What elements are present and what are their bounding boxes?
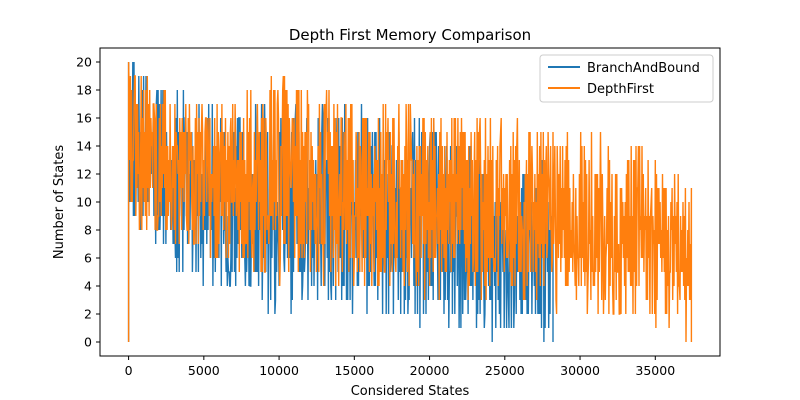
y-axis-label: Number of States bbox=[52, 145, 67, 259]
y-tick-label: 4 bbox=[84, 279, 92, 294]
x-tick-label: 30000 bbox=[560, 363, 600, 378]
legend-label-depthfirst: DepthFirst bbox=[587, 82, 654, 97]
y-axis: 0 2 4 6 8 10 12 14 16 18 20 bbox=[76, 55, 100, 350]
x-axis-label: Considered States bbox=[351, 384, 470, 399]
legend-label-branchandbound: BranchAndBound bbox=[587, 61, 700, 76]
y-tick-label: 8 bbox=[84, 223, 92, 238]
x-tick-label: 20000 bbox=[410, 363, 450, 378]
y-tick-label: 0 bbox=[84, 335, 92, 350]
x-tick-label: 5000 bbox=[188, 363, 220, 378]
series-layer bbox=[127, 61, 693, 343]
y-tick-label: 2 bbox=[84, 307, 92, 322]
x-axis: 0 5000 10000 15000 20000 25000 30000 35000 bbox=[125, 356, 675, 378]
x-tick-label: 25000 bbox=[485, 363, 525, 378]
legend-box bbox=[539, 54, 714, 103]
y-tick-label: 20 bbox=[76, 55, 92, 70]
y-tick-label: 10 bbox=[76, 195, 92, 210]
y-tick-label: 16 bbox=[76, 111, 92, 126]
y-tick-label: 6 bbox=[84, 251, 92, 266]
series-line-depthfirst bbox=[127, 61, 693, 343]
x-tick-label: 10000 bbox=[259, 363, 299, 378]
legend: BranchAndBound DepthFirst bbox=[539, 54, 714, 103]
x-tick-label: 0 bbox=[125, 363, 133, 378]
y-tick-label: 18 bbox=[76, 83, 92, 98]
y-tick-label: 12 bbox=[76, 167, 92, 182]
x-tick-label: 15000 bbox=[334, 363, 374, 378]
y-tick-label: 14 bbox=[76, 139, 92, 154]
x-tick-label: 35000 bbox=[635, 363, 675, 378]
chart-title: Depth First Memory Comparison bbox=[289, 26, 531, 44]
